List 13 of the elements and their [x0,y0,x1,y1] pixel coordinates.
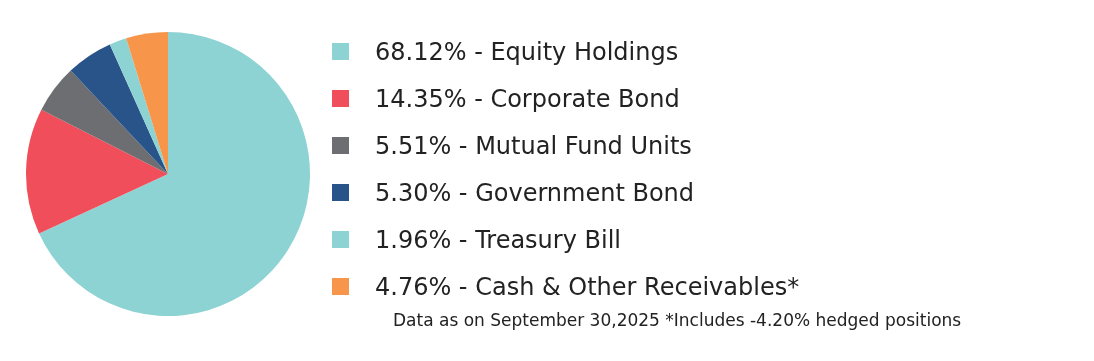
legend-label: 68.12% - Equity Holdings [375,37,679,66]
pie-slice [70,44,168,174]
pie-slice [26,109,168,234]
legend-label: 5.51% - Mutual Fund Units [375,131,692,160]
pie-slice [39,32,310,316]
pie-slice [41,70,168,174]
pie-slice [109,38,168,174]
pie-slice [126,32,168,174]
legend-label: 14.35% - Corporate Bond [375,84,680,113]
text: Data as on September 30,2025 *Includes -4.20% hedged positions [393,310,962,330]
legend-label: 4.76% - Cash & Other Receivables* [375,272,800,301]
legend-label: 5.30% - Government Bond [375,178,695,207]
legend-label: 1.96% - Treasury Bill [375,225,621,254]
